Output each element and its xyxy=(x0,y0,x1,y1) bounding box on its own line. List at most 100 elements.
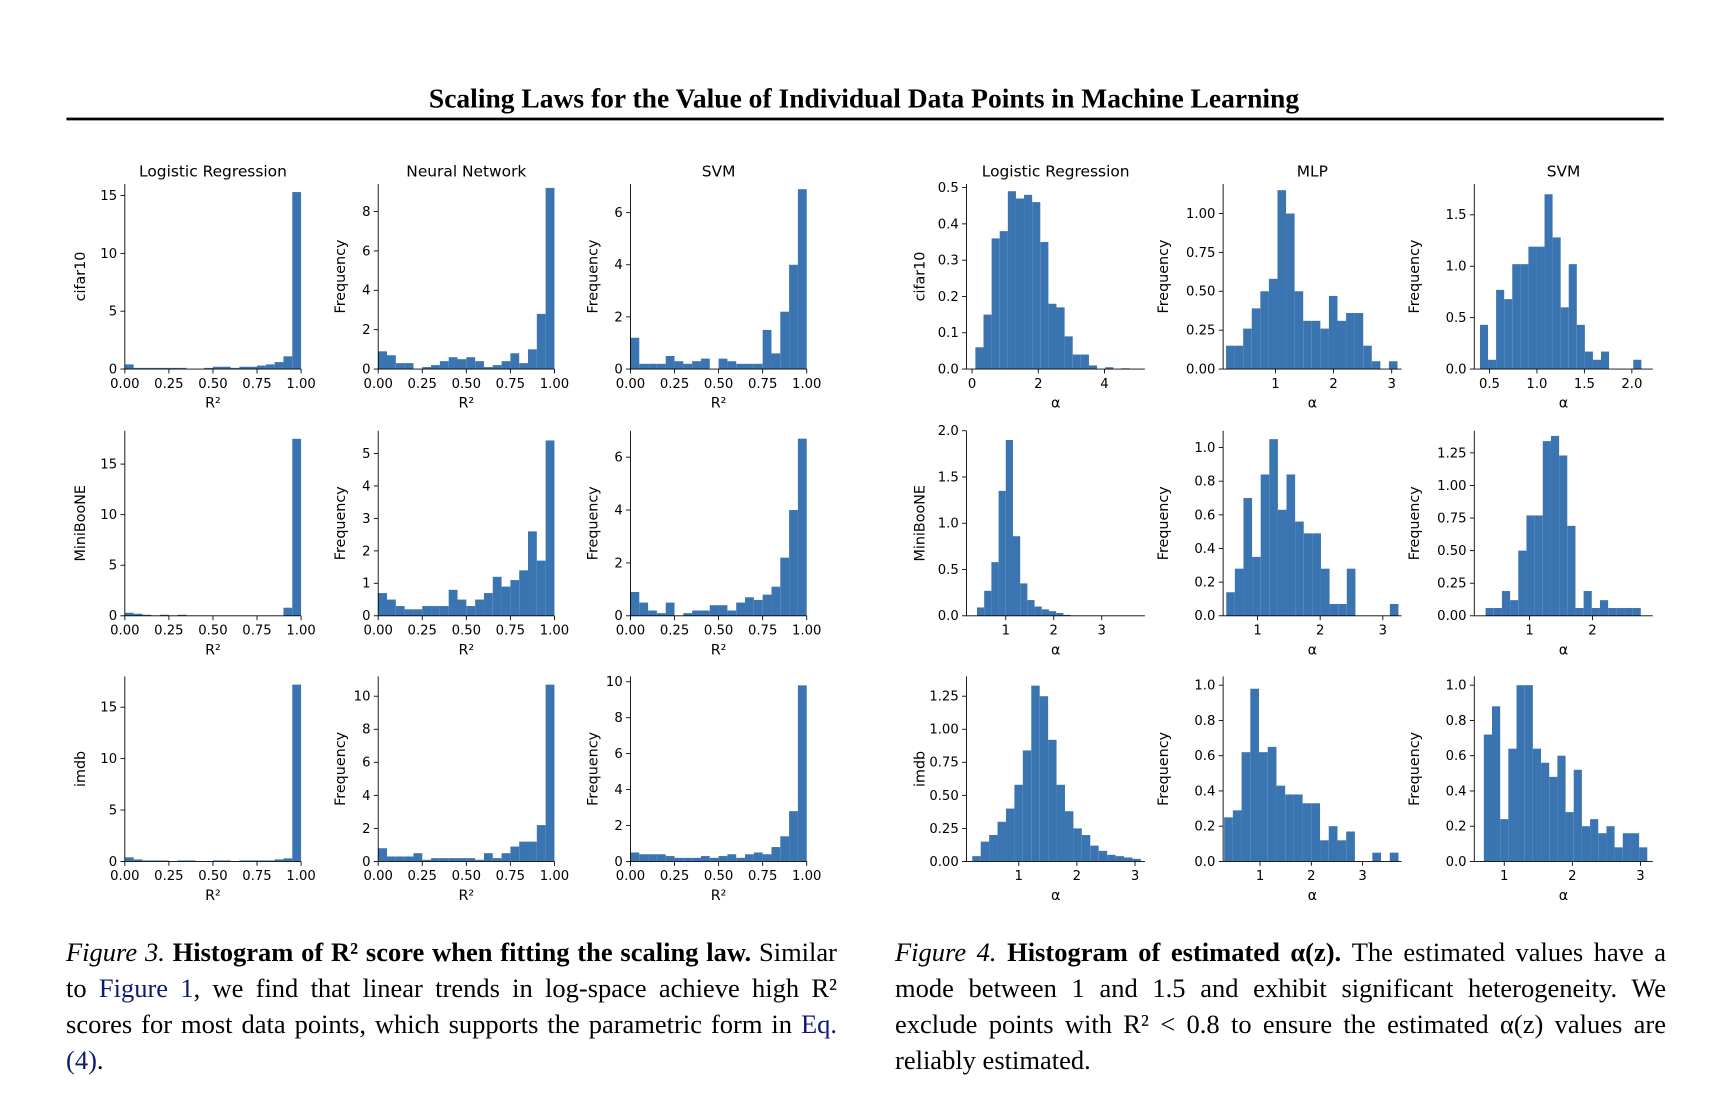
histogram-bar xyxy=(177,367,187,370)
histogram-bar xyxy=(789,811,798,862)
x-tick-label: 1 xyxy=(1256,869,1264,884)
histogram-bar xyxy=(1286,474,1296,616)
histogram-bar xyxy=(718,856,728,862)
figure-link[interactable]: Figure 1 xyxy=(98,973,194,1003)
x-tick-label: 3 xyxy=(1358,869,1366,884)
histogram-bar xyxy=(492,576,502,616)
y-tick-label: 10 xyxy=(354,690,371,705)
histogram-bar xyxy=(239,860,249,862)
x-tick-label: 0.50 xyxy=(198,377,227,392)
histogram-bar xyxy=(1601,351,1610,370)
x-axis-label: R² xyxy=(458,642,474,658)
histogram-bar xyxy=(797,438,807,616)
histogram-bar xyxy=(1259,752,1268,862)
x-tick-label: 0.50 xyxy=(198,869,227,884)
histogram-bar xyxy=(519,841,529,862)
histogram-bar xyxy=(1039,696,1049,862)
histogram-bar xyxy=(501,361,511,370)
histogram-bar xyxy=(1295,521,1304,616)
x-tick-label: 0.25 xyxy=(660,869,689,884)
x-tick-label: 0.00 xyxy=(363,624,392,639)
y-tick-label: 8 xyxy=(614,711,622,726)
histogram-bar xyxy=(1048,303,1057,370)
histogram-bar xyxy=(248,366,258,370)
x-tick-label: 3 xyxy=(1379,624,1387,639)
histogram-bar xyxy=(683,613,693,616)
y-tick-label: 0 xyxy=(109,362,117,377)
histogram-bar xyxy=(212,860,222,862)
y-tick-label: 0.50 xyxy=(929,789,958,804)
y-tick-label: 4 xyxy=(362,284,370,299)
histogram-bar xyxy=(439,606,449,616)
histogram-bar xyxy=(753,599,763,616)
histogram-bar xyxy=(1560,307,1569,370)
equation-link[interactable]: Eq. (4) xyxy=(66,1009,837,1075)
x-tick-label: 1 xyxy=(1015,869,1023,884)
histogram-bar xyxy=(1630,833,1640,862)
histogram-bar xyxy=(1524,685,1533,862)
histogram-bar xyxy=(404,609,414,616)
y-axis-label: MiniBooNE xyxy=(73,485,89,561)
y-tick-label: 1.00 xyxy=(929,723,958,738)
y-axis-label: cifar10 xyxy=(913,252,929,302)
x-tick-label: 2 xyxy=(1568,869,1576,884)
y-tick-label: 4 xyxy=(362,479,370,494)
histogram-bar xyxy=(133,859,143,862)
histogram-bar xyxy=(395,363,405,370)
histogram-bar xyxy=(656,613,666,616)
x-tick-label: 1.00 xyxy=(540,377,569,392)
x-tick-label: 0.00 xyxy=(110,869,139,884)
histogram-bar xyxy=(265,860,275,862)
histogram-bar xyxy=(404,856,414,862)
histogram-bar xyxy=(1286,213,1295,370)
histogram-bar xyxy=(736,602,746,616)
caption-label: Figure 4. xyxy=(895,937,997,967)
histogram-bar xyxy=(1512,264,1521,370)
histogram-bar xyxy=(439,858,449,862)
y-tick-label: 3 xyxy=(362,512,370,527)
histogram-bar xyxy=(753,363,763,370)
y-tick-label: 0.8 xyxy=(1446,714,1467,729)
x-axis-label: α xyxy=(1051,396,1060,412)
chart-title: Logistic Regression xyxy=(982,162,1130,180)
histogram-bar xyxy=(492,858,502,862)
x-axis-label: R² xyxy=(711,888,727,904)
y-tick-label: 0.2 xyxy=(1194,576,1215,591)
histogram-bar xyxy=(1491,706,1501,862)
histogram-bar xyxy=(1583,591,1592,616)
histogram-bar xyxy=(395,856,405,862)
histogram-bar xyxy=(466,357,476,370)
y-tick-label: 10 xyxy=(100,508,117,523)
histogram-bar xyxy=(1027,600,1035,616)
histogram-bar xyxy=(1303,320,1312,370)
histogram-bar xyxy=(1226,345,1235,370)
histogram-bar xyxy=(1542,441,1551,616)
y-tick-label: 0.75 xyxy=(1437,511,1466,526)
histogram-bar xyxy=(797,685,807,862)
x-axis-label: α xyxy=(1559,642,1568,658)
histogram-bar xyxy=(1088,365,1098,370)
x-tick-label: 0.75 xyxy=(748,624,777,639)
y-tick-label: 0 xyxy=(614,362,622,377)
x-tick-label: 1.00 xyxy=(792,624,821,639)
y-tick-label: 1.00 xyxy=(1437,479,1466,494)
y-tick-label: 6 xyxy=(614,451,622,466)
histogram-bar xyxy=(736,363,746,370)
y-tick-label: 1.00 xyxy=(1186,207,1215,222)
x-tick-label: 2 xyxy=(1073,869,1081,884)
y-tick-label: 5 xyxy=(109,305,117,320)
histogram-bar xyxy=(1328,826,1338,862)
histogram-bar xyxy=(1064,336,1073,370)
x-tick-label: 3 xyxy=(1098,624,1106,639)
histogram-bar xyxy=(1614,847,1623,862)
histogram-bar xyxy=(221,860,231,862)
x-tick-label: 1 xyxy=(1525,624,1533,639)
y-tick-label: 4 xyxy=(614,783,622,798)
y-axis-label: Frequency xyxy=(585,731,601,805)
chart-title: MLP xyxy=(1297,162,1328,180)
histogram-bar xyxy=(292,684,302,862)
y-tick-label: 0.0 xyxy=(1446,855,1467,870)
histogram-bar xyxy=(1544,194,1553,370)
histogram-bar xyxy=(1107,854,1116,862)
histogram-bar xyxy=(683,363,693,370)
